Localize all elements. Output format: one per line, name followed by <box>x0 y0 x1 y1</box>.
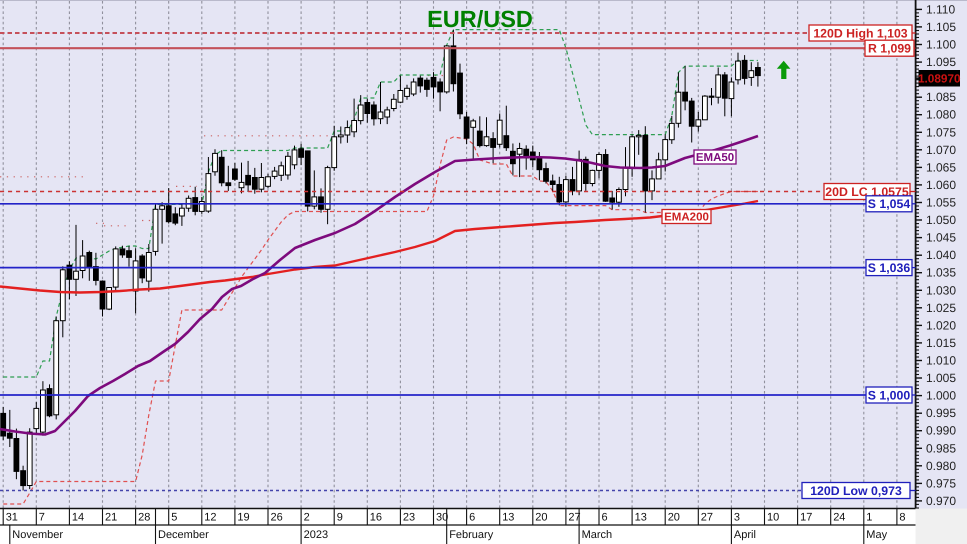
svg-text:EUR/USD: EUR/USD <box>427 6 533 32</box>
svg-text:28: 28 <box>138 512 150 524</box>
svg-text:1.040: 1.040 <box>926 248 956 262</box>
svg-text:120D High 1,103: 120D High 1,103 <box>813 26 907 40</box>
svg-text:1.085: 1.085 <box>926 90 956 104</box>
svg-text:9: 9 <box>337 512 343 524</box>
svg-text:20: 20 <box>535 512 547 524</box>
svg-text:20: 20 <box>668 512 680 524</box>
svg-text:26: 26 <box>271 512 283 524</box>
svg-text:24: 24 <box>833 512 845 524</box>
svg-text:8: 8 <box>899 512 905 524</box>
svg-text:6: 6 <box>602 512 608 524</box>
svg-text:1.060: 1.060 <box>926 178 956 192</box>
svg-text:EMA50: EMA50 <box>696 152 734 164</box>
svg-text:120D Low 0,973: 120D Low 0,973 <box>810 484 902 498</box>
svg-text:1.08970: 1.08970 <box>918 72 961 86</box>
svg-text:12: 12 <box>204 512 216 524</box>
svg-text:7: 7 <box>39 512 45 524</box>
svg-text:1.075: 1.075 <box>926 125 956 139</box>
svg-text:6: 6 <box>469 512 475 524</box>
svg-text:19: 19 <box>237 512 249 524</box>
svg-text:30: 30 <box>436 512 448 524</box>
svg-text:1.070: 1.070 <box>926 143 956 157</box>
svg-text:EMA200: EMA200 <box>664 212 709 224</box>
svg-text:13: 13 <box>635 512 647 524</box>
svg-text:1.080: 1.080 <box>926 108 956 122</box>
svg-text:1.110: 1.110 <box>926 2 955 16</box>
svg-text:0.990: 0.990 <box>926 424 956 438</box>
svg-text:0.995: 0.995 <box>926 406 956 420</box>
svg-text:November: November <box>12 529 63 541</box>
svg-text:0.980: 0.980 <box>926 459 956 473</box>
svg-text:31: 31 <box>6 512 18 524</box>
svg-text:0.985: 0.985 <box>926 441 956 455</box>
svg-text:1.105: 1.105 <box>926 20 956 34</box>
svg-text:1.000: 1.000 <box>926 389 956 403</box>
svg-text:14: 14 <box>72 512 84 524</box>
svg-text:17: 17 <box>800 512 812 524</box>
svg-text:1.015: 1.015 <box>926 336 956 350</box>
svg-text:2: 2 <box>304 512 310 524</box>
svg-text:27: 27 <box>568 512 580 524</box>
svg-text:April: April <box>734 529 756 541</box>
svg-text:1.095: 1.095 <box>926 55 956 69</box>
svg-text:1.045: 1.045 <box>926 231 956 245</box>
svg-text:1.100: 1.100 <box>926 38 956 52</box>
svg-text:December: December <box>158 529 209 541</box>
svg-text:1.030: 1.030 <box>926 283 956 297</box>
svg-text:1.010: 1.010 <box>926 354 956 368</box>
svg-text:5: 5 <box>171 512 177 524</box>
svg-text:3: 3 <box>734 512 740 524</box>
svg-text:21: 21 <box>105 512 117 524</box>
svg-text:S 1,000: S 1,000 <box>868 388 911 402</box>
svg-text:0.970: 0.970 <box>926 494 956 508</box>
svg-text:1.020: 1.020 <box>926 318 956 332</box>
svg-text:2023: 2023 <box>304 529 328 541</box>
svg-text:February: February <box>449 529 494 541</box>
svg-text:27: 27 <box>701 512 713 524</box>
svg-text:13: 13 <box>502 512 514 524</box>
svg-text:10: 10 <box>767 512 779 524</box>
svg-text:R 1,099: R 1,099 <box>868 42 911 56</box>
svg-text:16: 16 <box>370 512 382 524</box>
svg-text:1: 1 <box>866 512 872 524</box>
svg-text:1.055: 1.055 <box>926 196 956 210</box>
svg-text:1.025: 1.025 <box>926 301 956 315</box>
svg-text:S 1,054: S 1,054 <box>868 197 911 211</box>
svg-text:0.975: 0.975 <box>926 476 956 490</box>
svg-text:23: 23 <box>403 512 415 524</box>
svg-text:S 1,036: S 1,036 <box>868 261 911 275</box>
svg-text:1.065: 1.065 <box>926 160 956 174</box>
svg-text:March: March <box>582 529 613 541</box>
svg-text:1.050: 1.050 <box>926 213 956 227</box>
svg-text:May: May <box>866 529 887 541</box>
svg-text:1.035: 1.035 <box>926 266 956 280</box>
svg-text:1.005: 1.005 <box>926 371 956 385</box>
